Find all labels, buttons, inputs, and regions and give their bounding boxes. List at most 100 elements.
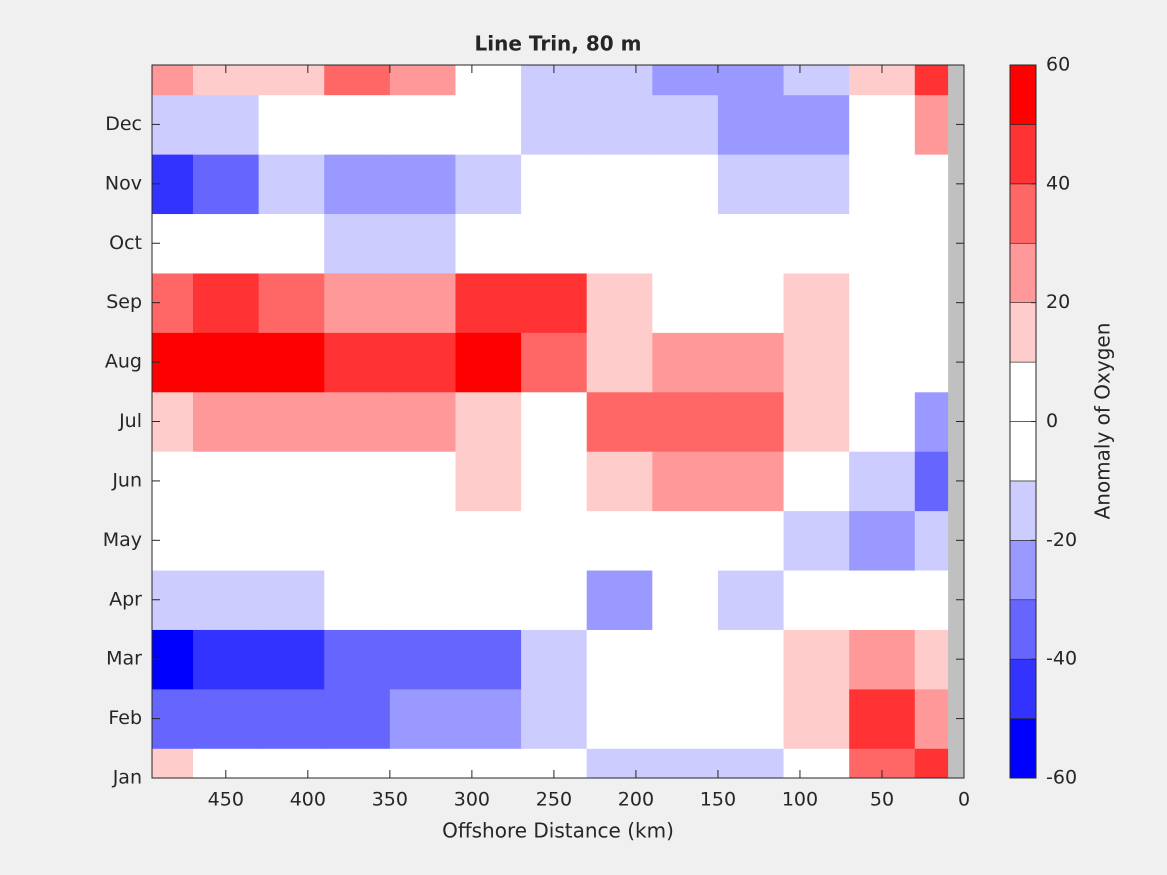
colorbar-patch <box>1009 183 1037 244</box>
colorbar-tick-label: 60 <box>1046 54 1070 76</box>
x-tick-label: 100 <box>782 789 818 811</box>
contour-cell <box>258 451 325 512</box>
colorbar-label: Anomaly of Oxygen <box>1091 323 1115 520</box>
contour-cell <box>521 154 588 215</box>
x-tick-label: 400 <box>290 789 326 811</box>
contour-cell <box>324 451 391 512</box>
contour-cell <box>717 688 785 749</box>
contour-cell <box>586 94 653 155</box>
contour-cell <box>586 748 653 779</box>
colorbar-tick-label: -60 <box>1046 767 1077 789</box>
contour-cell <box>586 391 653 452</box>
contour-cell <box>849 391 916 452</box>
contour-cell <box>849 154 916 215</box>
contour-cell <box>324 510 391 571</box>
contour-cell <box>783 272 850 333</box>
x-tick-label: 350 <box>372 789 408 811</box>
contour-cell <box>914 688 949 749</box>
y-tick-label: Mar <box>106 648 142 670</box>
contour-cell <box>849 629 916 690</box>
contour-cell <box>521 391 588 452</box>
contour-cell <box>652 154 719 215</box>
contour-cell <box>521 451 588 512</box>
contour-cell <box>652 748 719 779</box>
y-tick-label: May <box>103 529 142 551</box>
contour-cell <box>783 332 850 393</box>
contour-cell <box>258 65 325 96</box>
contour-cell <box>258 510 325 571</box>
contour-cell <box>258 391 325 452</box>
x-tick-label: 300 <box>454 789 490 811</box>
y-tick-label: Dec <box>105 113 142 135</box>
y-tick-label: Jan <box>112 767 142 789</box>
contour-cell <box>914 213 949 274</box>
contour-cell <box>389 570 456 630</box>
contour-cell <box>717 748 785 779</box>
y-tick-label: Jul <box>118 410 142 432</box>
contour-cell <box>324 65 391 96</box>
contour-cell <box>717 391 785 452</box>
contour-cell <box>258 570 325 630</box>
contour-cell <box>783 213 850 274</box>
contour-cell <box>521 688 588 749</box>
contour-cell <box>193 391 260 452</box>
y-tick-label: Oct <box>109 232 142 254</box>
contour-cell <box>455 510 522 571</box>
contour-cell <box>193 332 260 393</box>
contour-cell <box>455 748 522 779</box>
contour-cell <box>914 94 949 155</box>
contour-cell <box>783 629 850 690</box>
contour-cell <box>324 391 391 452</box>
contour-cell <box>652 688 719 749</box>
contour-cell <box>152 748 194 779</box>
y-tick-label: Nov <box>105 172 142 194</box>
colorbar-patch <box>1009 718 1037 779</box>
contour-cell <box>455 629 522 690</box>
colorbar-tick-label: 0 <box>1046 410 1058 432</box>
contour-cell <box>455 451 522 512</box>
colorbar-patch <box>1009 540 1037 601</box>
contour-cell <box>389 391 456 452</box>
contour-cell <box>324 94 391 155</box>
contour-cell <box>258 154 325 215</box>
contour-cell <box>521 570 588 630</box>
colorbar-patch <box>1009 361 1037 422</box>
contour-cell <box>849 213 916 274</box>
contour-cell <box>258 748 325 779</box>
contour-cell <box>586 629 653 690</box>
contour-cell <box>783 748 850 779</box>
contour-cell <box>783 688 850 749</box>
contour-cell <box>324 629 391 690</box>
contour-cell <box>914 391 949 452</box>
x-tick-label: 250 <box>536 789 572 811</box>
contour-cell <box>258 213 325 274</box>
contour-cell <box>717 213 785 274</box>
contour-cell <box>717 94 785 155</box>
contour-cell <box>783 65 850 96</box>
colorbar-tick-label: 40 <box>1046 172 1070 194</box>
contour-cell <box>652 510 719 571</box>
contour-cell <box>717 65 785 96</box>
colorbar-patch <box>1009 64 1037 125</box>
contour-cell <box>717 570 785 630</box>
contour-cell <box>193 154 260 215</box>
contour-cell <box>389 332 456 393</box>
contour-cell <box>455 272 522 333</box>
contour-cell <box>324 570 391 630</box>
contour-cell <box>783 94 850 155</box>
x-axis-label: Offshore Distance (km) <box>442 819 674 843</box>
contour-cell <box>652 629 719 690</box>
y-tick-label: Aug <box>105 351 142 373</box>
contour-cell <box>455 688 522 749</box>
contour-cell <box>455 154 522 215</box>
contour-cell <box>258 688 325 749</box>
contour-cell <box>717 154 785 215</box>
contour-cell <box>521 213 588 274</box>
contour-cell <box>849 451 916 512</box>
contour-cell <box>324 688 391 749</box>
contour-cell <box>652 272 719 333</box>
contour-cell <box>586 570 653 630</box>
y-tick-label: Sep <box>106 291 142 313</box>
contour-cell <box>652 570 719 630</box>
contour-cell <box>586 154 653 215</box>
